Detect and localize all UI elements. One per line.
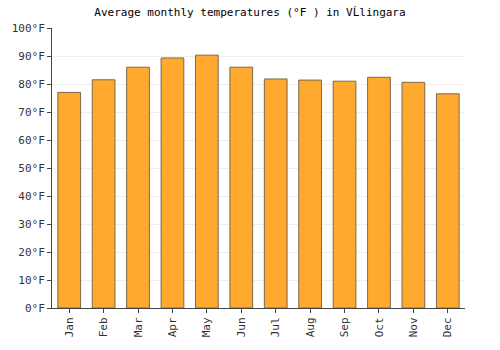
svg-text:Average monthly temperatures (: Average monthly temperatures (°F ) in VĹ…	[94, 6, 405, 19]
svg-text:30°F: 30°F	[18, 218, 45, 231]
svg-text:80°F: 80°F	[18, 78, 45, 91]
svg-text:May: May	[200, 317, 213, 337]
svg-text:90°F: 90°F	[18, 50, 45, 63]
svg-text:100°F: 100°F	[12, 22, 45, 35]
svg-text:Jun: Jun	[235, 317, 248, 337]
svg-text:10°F: 10°F	[18, 274, 45, 287]
svg-text:Sep: Sep	[338, 317, 351, 337]
svg-text:0°F: 0°F	[25, 302, 45, 315]
svg-text:Apr: Apr	[166, 317, 179, 337]
svg-text:Aug: Aug	[304, 317, 317, 337]
svg-text:Dec: Dec	[441, 317, 454, 337]
svg-text:Feb: Feb	[97, 317, 110, 337]
svg-text:Jul: Jul	[269, 317, 282, 337]
svg-text:70°F: 70°F	[18, 106, 45, 119]
svg-text:20°F: 20°F	[18, 246, 45, 259]
svg-text:Nov: Nov	[407, 317, 420, 337]
svg-text:Jan: Jan	[63, 317, 76, 337]
svg-text:60°F: 60°F	[18, 134, 45, 147]
svg-text:Mar: Mar	[132, 317, 145, 337]
svg-text:50°F: 50°F	[18, 162, 45, 175]
svg-text:Oct: Oct	[373, 317, 386, 337]
svg-text:40°F: 40°F	[18, 190, 45, 203]
